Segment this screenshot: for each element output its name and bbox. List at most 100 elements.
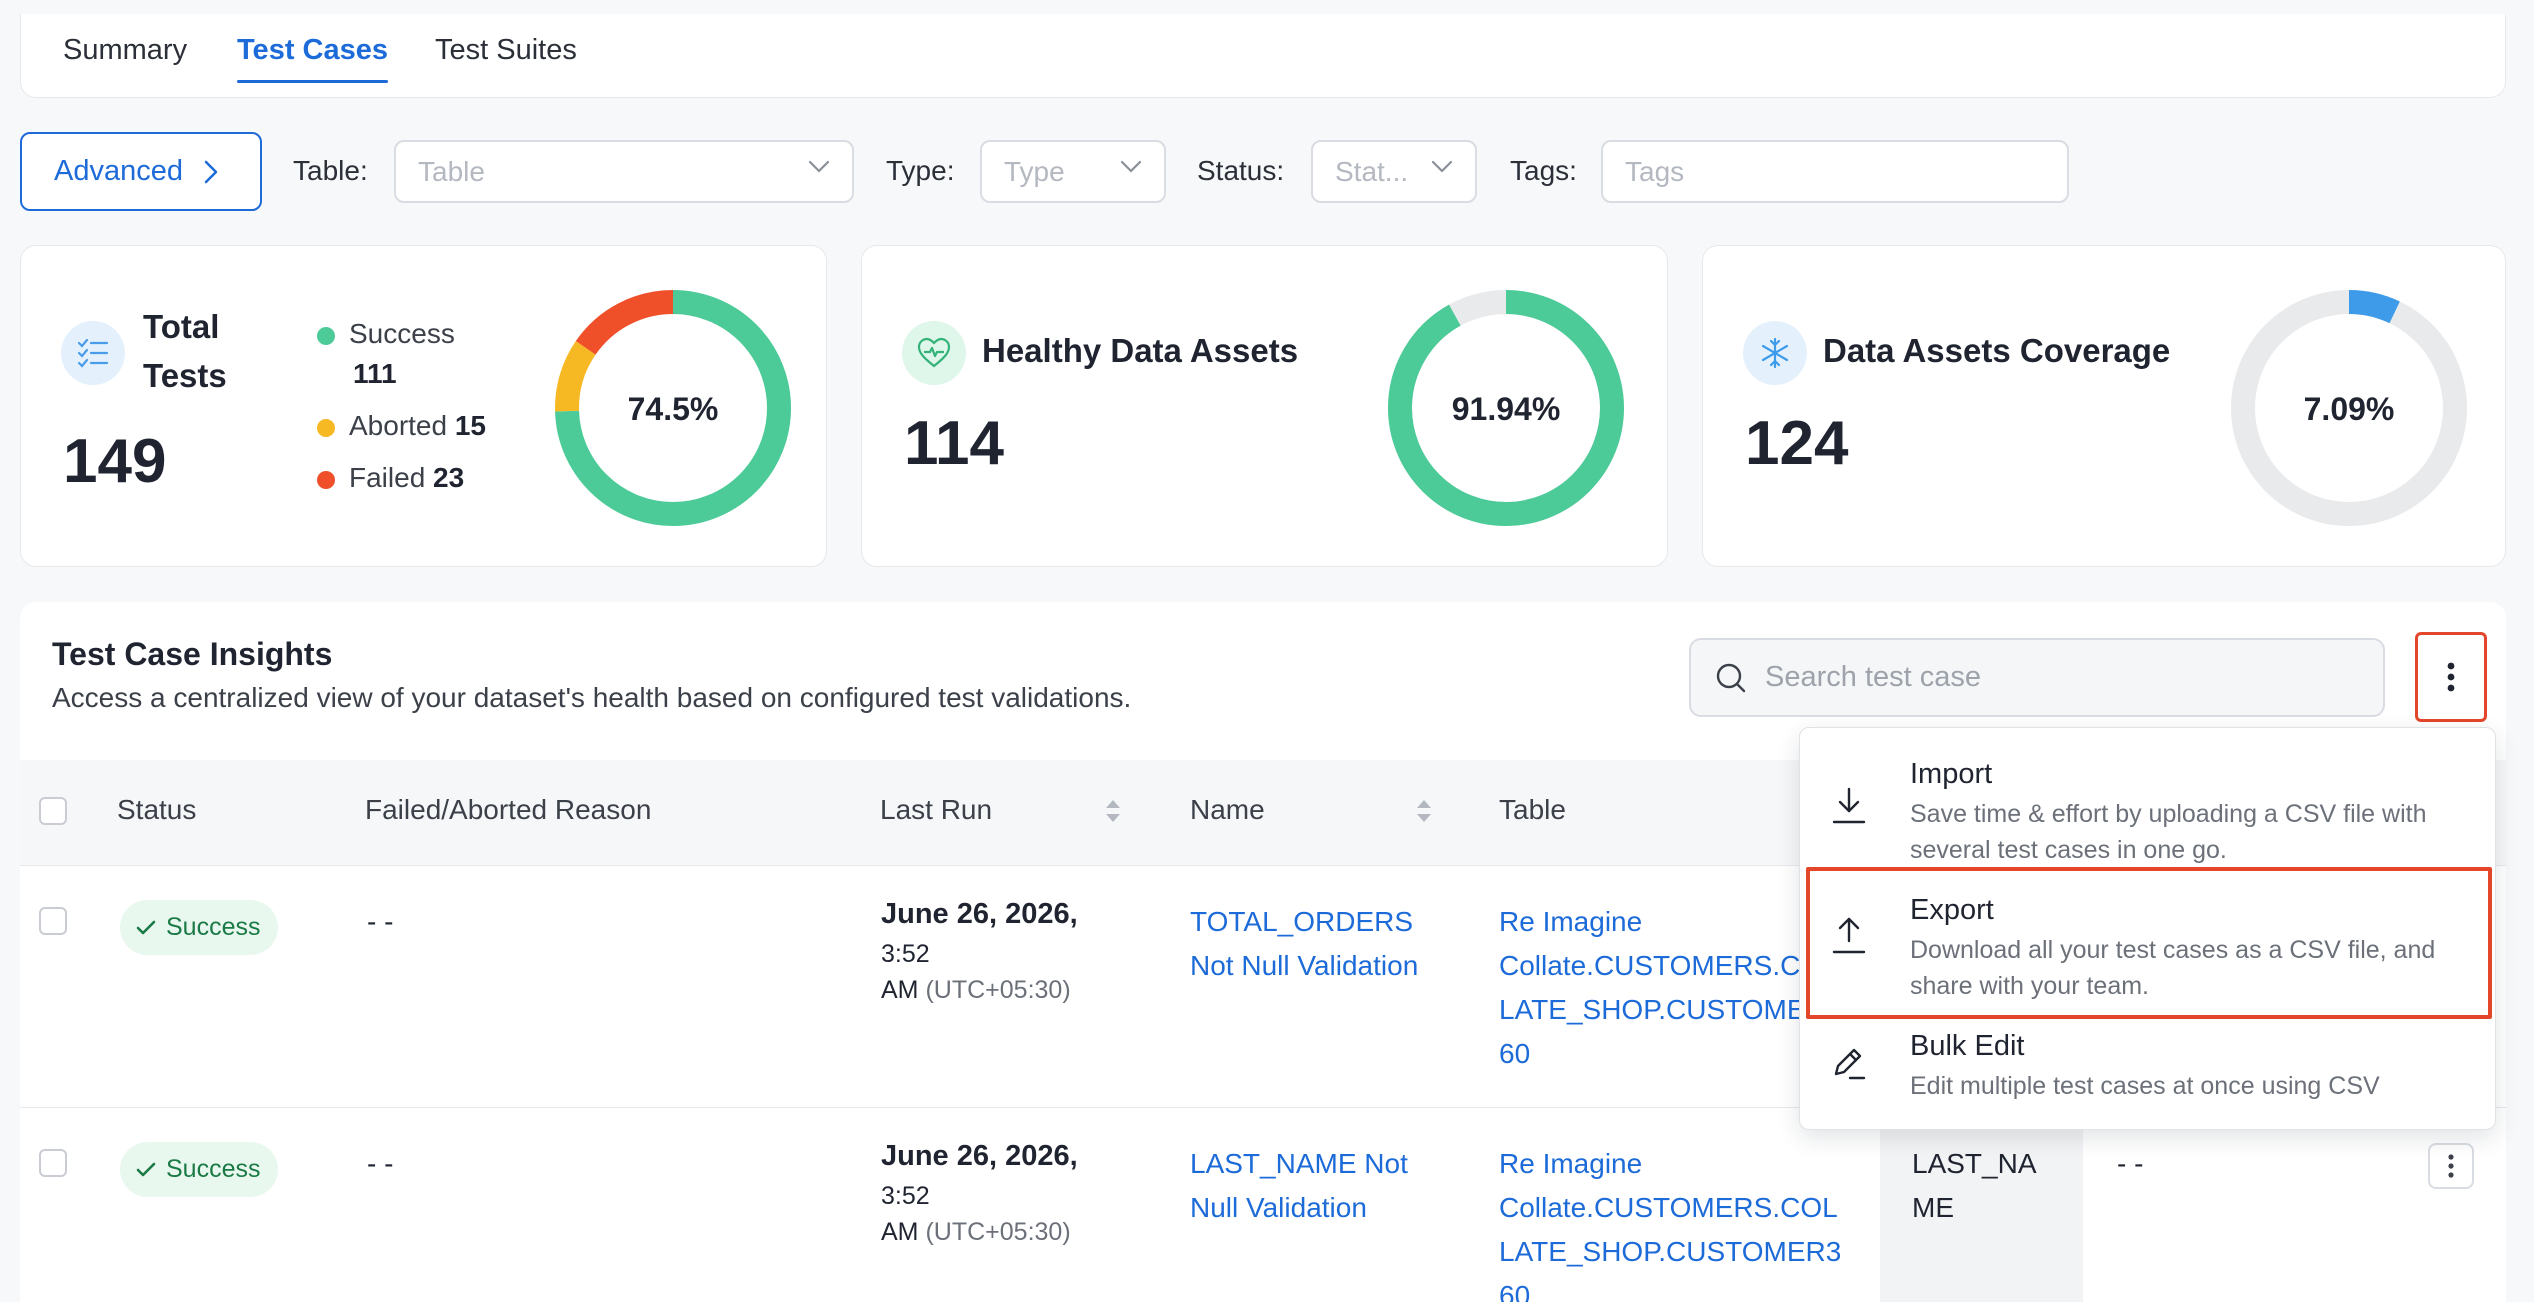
healthy-data-assets-title: Healthy Data Assets <box>982 332 1299 369</box>
donut-aborted-segment <box>555 290 791 526</box>
donut-coverage-segment <box>2231 290 2467 526</box>
download-icon <box>1832 787 1866 824</box>
sort-icon[interactable] <box>1104 798 1122 824</box>
legend-success-count: 111 <box>353 358 397 389</box>
table-filter-select[interactable]: Table <box>394 140 854 203</box>
bulk-edit-description: Edit multiple test cases at once using C… <box>1910 1072 2380 1100</box>
menu-item-import[interactable]: Import Save time & effort by uploading a… <box>1800 728 2497 866</box>
extra-cell: - - <box>2117 1148 2144 1179</box>
search-placeholder: Search test case <box>1765 661 1981 693</box>
healthy-data-assets-donut: 91.94% <box>1388 290 1624 526</box>
coverage-donut-label: 7.09% <box>2304 391 2395 427</box>
header-last-run[interactable]: Last Run <box>880 794 993 825</box>
menu-item-export[interactable]: Export Download all your test cases as a… <box>1800 866 2497 1002</box>
row-checkbox[interactable] <box>39 1149 67 1177</box>
row-checkbox[interactable] <box>39 907 67 935</box>
search-icon <box>1716 663 1746 692</box>
donut-healthy-segment <box>1388 290 1624 526</box>
snowflake-icon <box>1743 321 1807 385</box>
tags-filter-input[interactable]: Tags <box>1601 140 2069 203</box>
advanced-label: Advanced <box>54 155 183 187</box>
last-run-cell: June 26, 2026, 3:52 AM (UTC+05:30) <box>881 898 1078 1004</box>
sort-icon[interactable] <box>1415 798 1433 824</box>
header-reason[interactable]: Failed/Aborted Reason <box>365 794 652 825</box>
vertical-dots-icon <box>2448 1154 2454 1178</box>
status-filter-label: Status: <box>1197 155 1285 186</box>
legend-success: Success <box>317 314 455 354</box>
chevron-down-icon <box>1120 160 1142 173</box>
check-icon <box>136 1162 156 1176</box>
more-options-button[interactable] <box>2415 632 2487 722</box>
total-tests-value: 149 <box>63 427 167 496</box>
table-link[interactable]: Re Imagine Collate.CUSTOMERS.C LATE_SHOP… <box>1499 906 1806 1069</box>
pencil-icon <box>1834 1048 1866 1080</box>
status-badge: Success <box>120 1142 279 1197</box>
total-tests-donut-label: 74.5% <box>628 391 719 427</box>
total-tests-title: Total Tests <box>143 308 227 394</box>
header-status[interactable]: Status <box>117 794 197 825</box>
data-assets-coverage-title: Data Assets Coverage <box>1823 332 2171 369</box>
type-filter-label: Type: <box>886 155 955 186</box>
advanced-button[interactable]: Advanced <box>20 132 262 211</box>
reason-cell: - - <box>367 906 394 937</box>
search-test-case-input[interactable]: Search test case <box>1689 638 2385 717</box>
type-filter-select[interactable]: Type <box>980 140 1166 203</box>
chevron-right-icon <box>204 160 218 183</box>
export-description: Download all your test cases as a CSV fi… <box>1910 936 2436 1000</box>
vertical-dots-icon <box>2447 662 2455 692</box>
export-highlight-box <box>1806 867 2492 1019</box>
table-filter-placeholder: Table <box>418 155 485 187</box>
more-options-menu: Import Save time & effort by uploading a… <box>1799 727 2496 1130</box>
total-tests-donut: 74.5% <box>555 290 791 526</box>
donut-failed-segment <box>555 290 791 526</box>
legend-failed: Failed 23 <box>317 458 464 498</box>
test-case-name-link[interactable]: LAST_NAME Not Null Validation <box>1190 1148 1408 1223</box>
menu-item-bulk-edit[interactable]: Bulk Edit Edit multiple test cases at on… <box>1800 1002 2497 1130</box>
healthy-data-assets-value: 114 <box>904 409 1005 478</box>
tab-test-cases[interactable]: Test Cases <box>237 34 388 66</box>
data-assets-coverage-donut: 7.09% <box>2231 290 2467 526</box>
check-icon <box>136 920 156 934</box>
table-filter-label: Table: <box>293 155 368 186</box>
header-table[interactable]: Table <box>1499 794 1566 825</box>
bulk-edit-title: Bulk Edit <box>1910 1030 2025 1062</box>
upload-icon <box>1832 917 1866 954</box>
type-filter-placeholder: Type <box>1004 155 1065 187</box>
insights-title: Test Case Insights <box>52 636 333 672</box>
heartbeat-icon <box>902 321 966 385</box>
status-filter-select[interactable]: Stat... <box>1311 140 1477 203</box>
total-tests-card: Total Tests 149 Success 111 Aborted 15 Fa… <box>20 245 827 567</box>
column-name-cell: LAST_NA ME <box>1912 1148 2037 1223</box>
table-link[interactable]: Re Imagine Collate.CUSTOMERS.COL LATE_SH… <box>1499 1148 1842 1302</box>
status-filter-placeholder: Stat... <box>1335 155 1409 187</box>
reason-cell: - - <box>367 1148 394 1179</box>
last-run-cell: June 26, 2026, 3:52 AM (UTC+05:30) <box>881 1140 1078 1246</box>
chevron-down-icon <box>808 160 830 173</box>
chevron-down-icon <box>1431 160 1453 173</box>
select-all-checkbox[interactable] <box>39 797 67 825</box>
failed-dot <box>317 470 335 489</box>
table-row <box>20 1108 2506 1302</box>
tags-filter-placeholder: Tags <box>1625 155 1685 187</box>
row-actions-button[interactable] <box>2428 1143 2474 1189</box>
header-name[interactable]: Name <box>1190 794 1265 825</box>
tab-test-suites[interactable]: Test Suites <box>435 34 577 66</box>
aborted-dot <box>317 418 335 437</box>
checklist-icon <box>61 321 125 385</box>
tags-filter-label: Tags: <box>1510 155 1577 186</box>
import-title: Import <box>1910 758 1993 790</box>
column-cell-bg <box>1880 1108 2083 1302</box>
tab-summary[interactable]: Summary <box>63 34 188 66</box>
insights-subtitle: Access a centralized view of your datase… <box>52 682 1132 713</box>
active-tab-indicator <box>237 80 388 83</box>
test-case-name-link[interactable]: TOTAL_ORDERS Not Null Validation <box>1190 906 1419 981</box>
data-assets-coverage-value: 124 <box>1745 409 1849 478</box>
success-dot <box>317 326 335 345</box>
import-description: Save time & effort by uploading a CSV fi… <box>1910 800 2427 864</box>
healthy-data-assets-card: Healthy Data Assets 114 91.94% <box>861 245 1668 567</box>
legend-aborted: Aborted 15 <box>317 406 486 446</box>
status-badge: Success <box>120 900 279 955</box>
tab-bar: Summary Test Cases Test Suites <box>20 14 2506 98</box>
data-assets-coverage-card: Data Assets Coverage 124 7.09% <box>1702 245 2506 567</box>
healthy-donut-label: 91.94% <box>1452 391 1561 427</box>
